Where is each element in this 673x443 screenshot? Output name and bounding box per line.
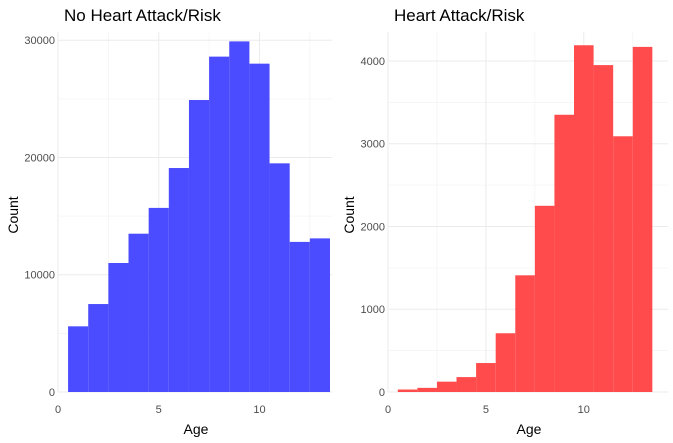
histogram-bar	[456, 377, 477, 392]
histogram-bar	[574, 45, 594, 392]
x-tick-label: 10	[578, 404, 590, 416]
histogram-bar	[534, 205, 555, 392]
histogram-bar	[495, 333, 516, 392]
y-tick-labels: 0 10000 20000 30000	[24, 35, 55, 399]
chart-title: No Heart Attack/Risk	[64, 6, 221, 25]
histogram-bar	[417, 387, 437, 392]
x-tick-label: 5	[156, 404, 162, 416]
y-tick-labels: 0 1000 2000 3000 4000	[361, 56, 385, 399]
histogram-bar	[88, 304, 109, 392]
y-tick-label: 0	[49, 387, 55, 399]
x-axis-title: Age	[184, 421, 209, 437]
y-tick-label: 4000	[361, 56, 385, 68]
histogram-bar	[436, 381, 457, 392]
bars	[68, 41, 330, 393]
x-tick-label: 0	[55, 404, 61, 416]
y-axis-title: Count	[341, 196, 357, 233]
y-tick-label: 1000	[361, 304, 385, 316]
histogram-bar	[68, 326, 89, 392]
y-tick-label: 3000	[361, 139, 385, 151]
histogram-bar	[229, 41, 250, 393]
histogram-bar	[128, 233, 149, 392]
histogram-panel-no-heart-attack: 0 10000 20000 30000 0 5 10 No Heart Attack/Ri…	[5, 6, 332, 437]
histogram-bar	[249, 63, 270, 393]
y-tick-label: 30000	[24, 35, 55, 47]
histogram-bar	[554, 114, 575, 393]
y-tick-label: 2000	[361, 221, 385, 233]
histogram-bar	[108, 263, 129, 392]
histogram-bar	[397, 389, 418, 392]
y-tick-label: 20000	[24, 152, 55, 164]
histogram-bar	[593, 65, 614, 392]
histogram-bar	[188, 100, 210, 392]
y-tick-label: 10000	[24, 270, 55, 282]
histogram-bar	[515, 275, 535, 392]
x-tick-label: 10	[253, 404, 265, 416]
histogram-bar	[168, 168, 189, 392]
histogram-bar	[309, 238, 330, 392]
x-tick-labels: 0 5 10	[385, 404, 590, 416]
x-axis-title: Age	[517, 421, 542, 437]
histogram-bar	[632, 46, 653, 393]
histogram-bar	[148, 207, 169, 392]
histogram-bar	[289, 241, 310, 392]
x-tick-label: 0	[385, 404, 391, 416]
x-tick-labels: 0 5 10	[55, 404, 266, 416]
histogram-panel-heart-attack: 0 1000 2000 3000 4000 0 5 10 Heart Attack/Risk…	[341, 6, 668, 437]
bars	[397, 45, 653, 393]
histogram-bar	[209, 56, 230, 393]
y-axis-title: Count	[5, 196, 21, 233]
histogram-bar	[269, 163, 290, 392]
histogram-bar	[613, 136, 633, 392]
chart-title: Heart Attack/Risk	[394, 6, 525, 25]
x-tick-label: 5	[483, 404, 489, 416]
y-tick-label: 0	[379, 387, 385, 399]
histogram-bar	[476, 363, 496, 392]
